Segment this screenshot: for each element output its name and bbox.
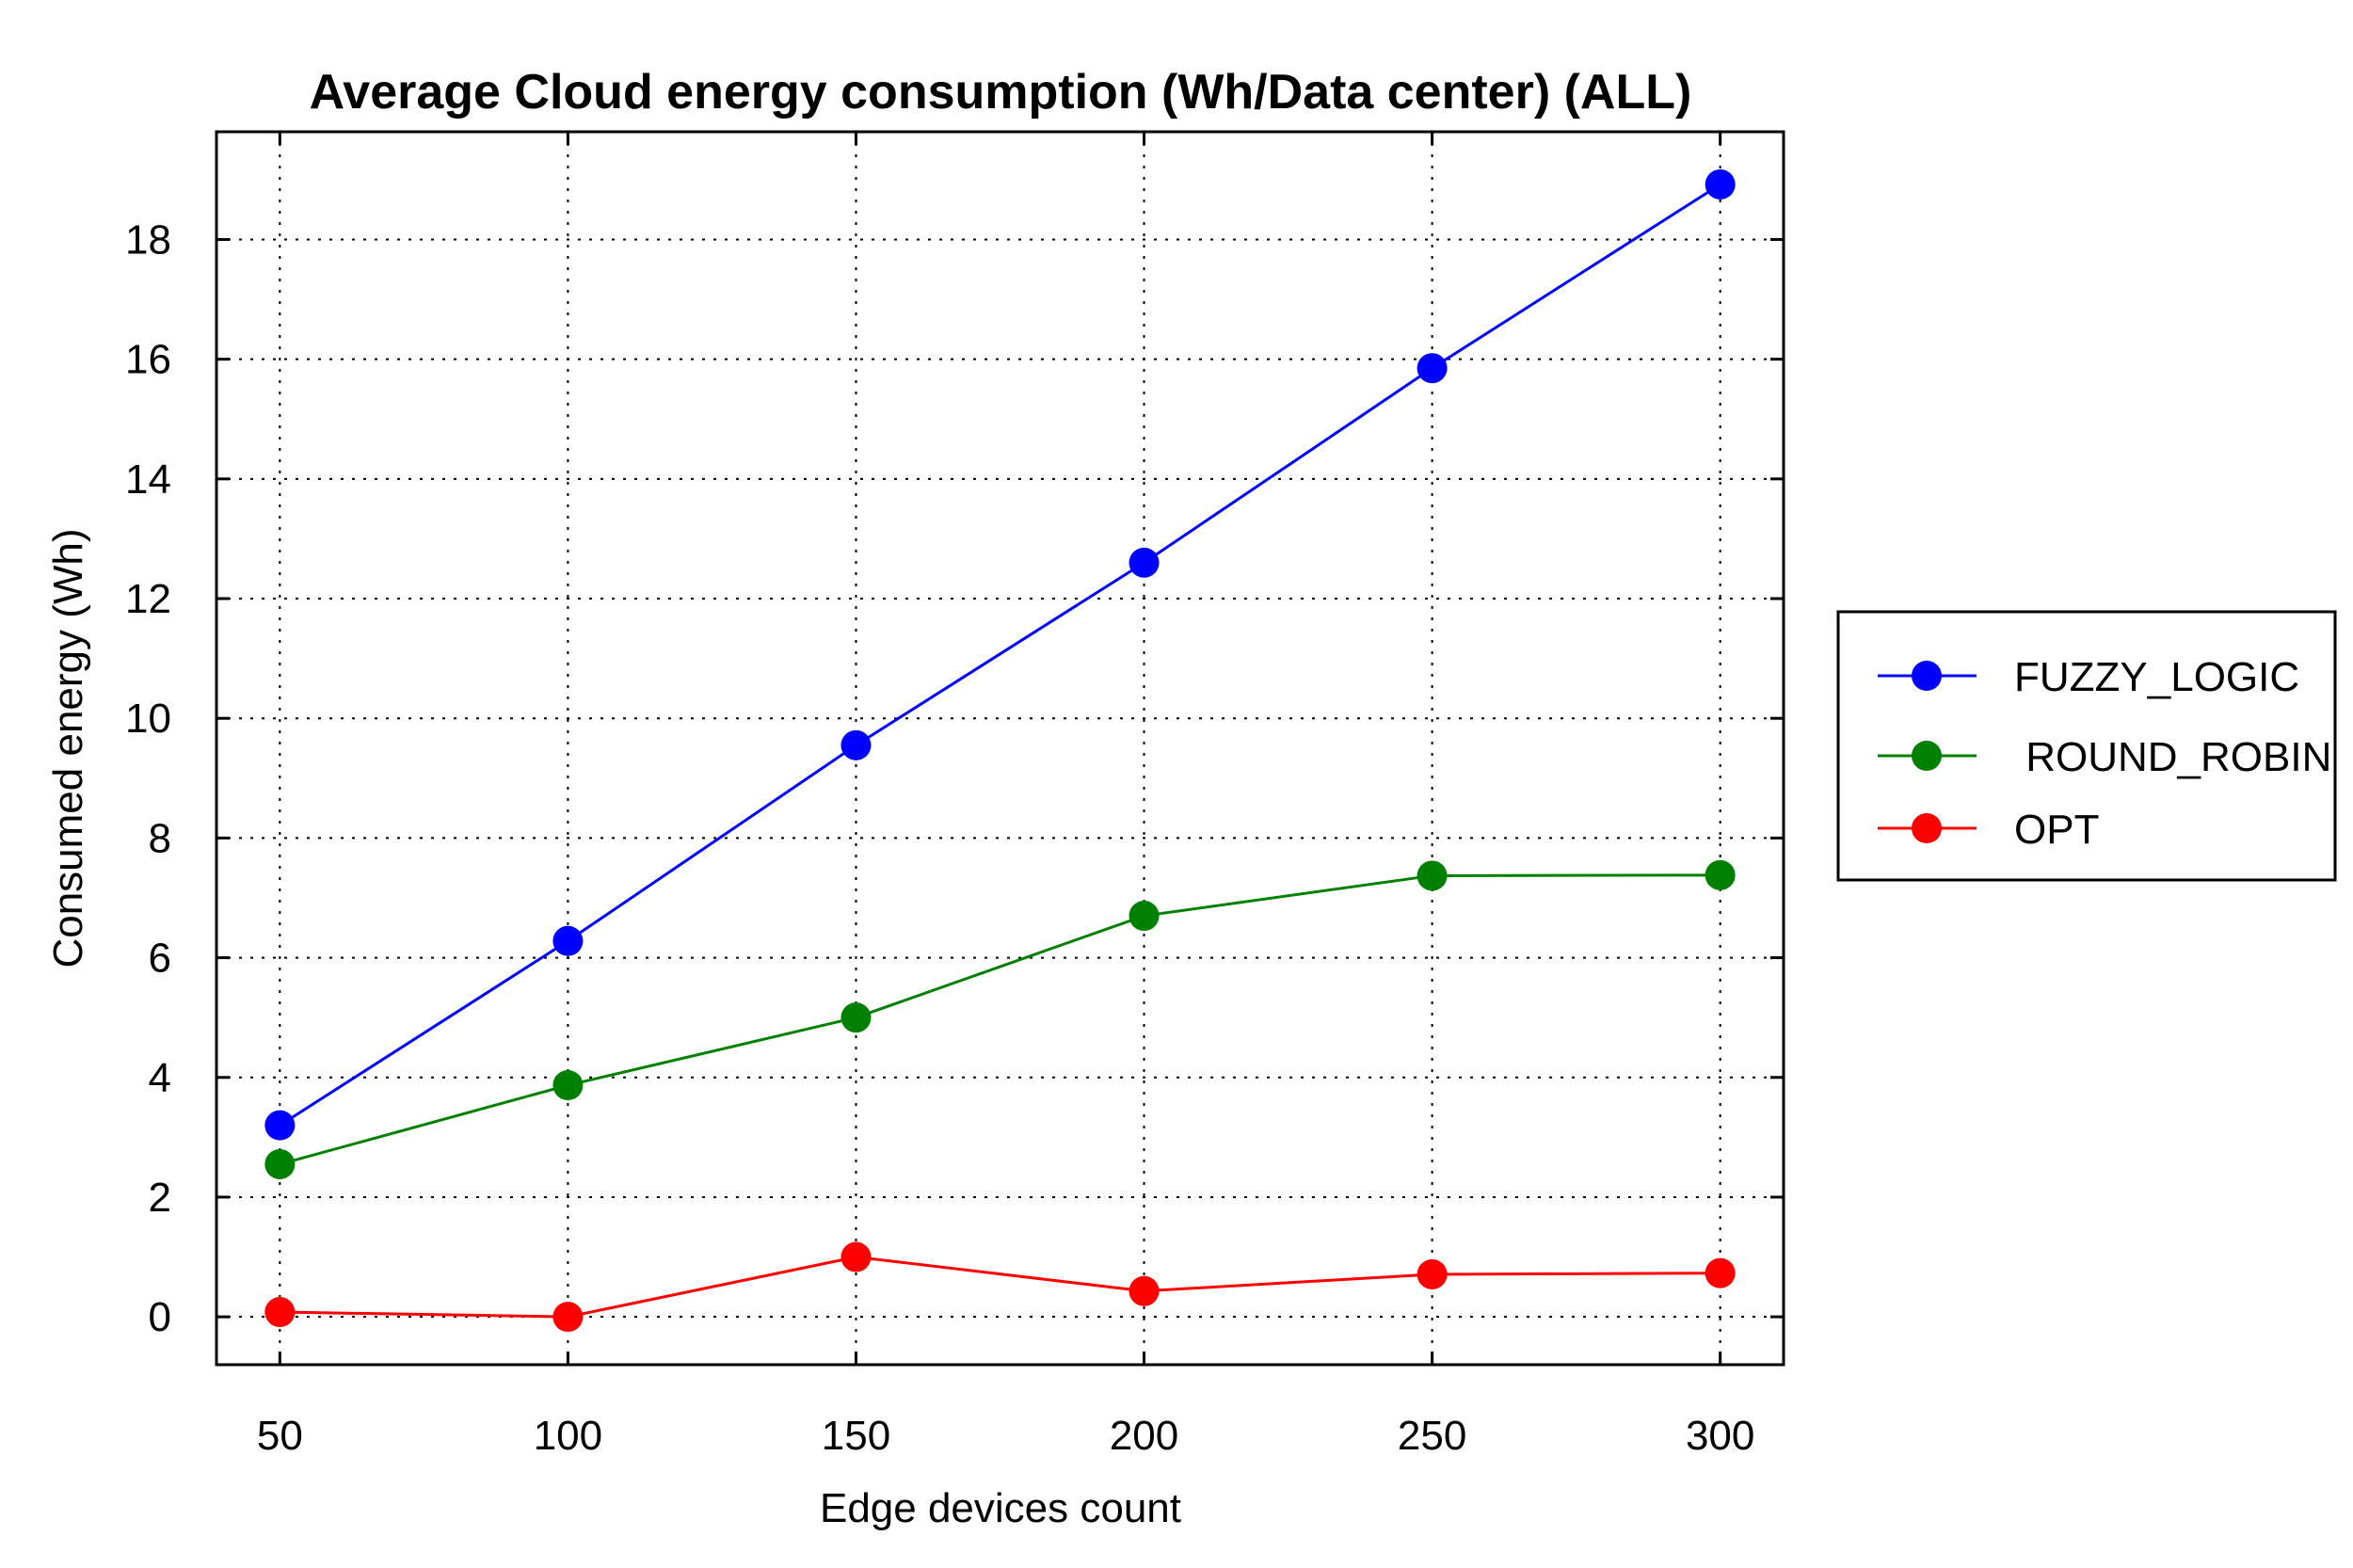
data-point xyxy=(264,1110,296,1141)
y-tick-label: 10 xyxy=(125,696,171,742)
data-point xyxy=(1417,353,1448,384)
series-1 xyxy=(264,859,1736,1179)
data-point xyxy=(840,1002,872,1033)
y-tick-label: 2 xyxy=(149,1175,171,1221)
y-tick-label: 16 xyxy=(125,337,171,383)
data-point xyxy=(1705,1257,1736,1288)
data-point xyxy=(1128,901,1160,932)
legend-swatch-marker xyxy=(1912,813,1942,843)
legend-entry-label: OPT xyxy=(2014,807,2099,853)
data-point xyxy=(264,1148,296,1179)
series-line xyxy=(279,183,1721,1127)
chart-title: Average Cloud energy consumption (Wh/Dat… xyxy=(310,65,1692,120)
data-point xyxy=(552,925,584,956)
x-tick-label: 50 xyxy=(257,1413,303,1459)
x-tick-label: 100 xyxy=(534,1413,602,1459)
x-tick-label: 300 xyxy=(1686,1413,1754,1459)
data-point xyxy=(840,729,872,760)
data-point xyxy=(552,1070,584,1101)
y-tick-label: 4 xyxy=(149,1055,171,1101)
data-point xyxy=(1417,1258,1448,1289)
series-0 xyxy=(264,168,1736,1141)
data-point xyxy=(552,1302,584,1333)
legend-entry-label: FUZZY_LOGIC xyxy=(2014,654,2299,700)
axis-ticks: 50 100 150 200 250 300 0 2 4 6 8 10 12 14 16 18 xyxy=(125,132,1784,1459)
x-tick-label: 250 xyxy=(1398,1413,1466,1459)
series-line xyxy=(279,873,1721,1166)
series-2 xyxy=(264,1241,1736,1333)
y-tick-label: 0 xyxy=(149,1294,171,1340)
y-tick-label: 6 xyxy=(149,936,171,982)
plot-area-frame xyxy=(215,130,1785,1367)
data-point xyxy=(1128,1275,1160,1306)
y-tick-label: 12 xyxy=(125,576,171,622)
y-tick-label: 18 xyxy=(125,216,171,263)
legend: FUZZY_LOGIC ROUND_ROBIN OPT xyxy=(1836,610,2337,882)
data-point xyxy=(264,1297,296,1328)
legend-swatch-marker xyxy=(1912,661,1942,691)
data-point xyxy=(1128,547,1160,578)
x-axis-label: Edge devices count xyxy=(820,1485,1181,1531)
data-point xyxy=(1705,168,1736,200)
series-layer xyxy=(264,168,1736,1333)
y-axis-label: Consumed energy (Wh) xyxy=(45,528,91,968)
data-point xyxy=(1705,859,1736,890)
legend-entry-label: ROUND_ROBIN xyxy=(2014,734,2331,780)
series-line xyxy=(280,1256,1721,1319)
grid xyxy=(216,132,1784,1365)
data-point xyxy=(840,1241,872,1272)
legend-swatch-marker xyxy=(1912,741,1942,771)
data-point xyxy=(1417,860,1448,891)
y-tick-label: 8 xyxy=(149,815,171,861)
y-tick-label: 14 xyxy=(125,456,171,503)
x-tick-label: 150 xyxy=(822,1413,890,1459)
x-tick-label: 200 xyxy=(1110,1413,1178,1459)
